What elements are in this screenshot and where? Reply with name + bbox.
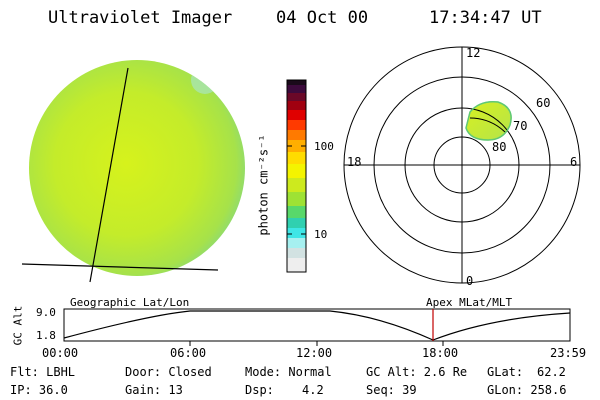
timeline-y-axis-label: GC Alt [11, 305, 25, 346]
timeline-y-tick-bottom: 1.8 [36, 329, 56, 342]
colorbar [286, 79, 307, 273]
mlt-label-12: 12 [466, 46, 481, 60]
x-tick-2359: 23:59 [550, 346, 587, 360]
info-gc-alt: GC Alt: 2.6 Re [366, 365, 468, 379]
colorbar-tick-10: 10 [314, 228, 328, 241]
timeline-plot [63, 308, 571, 346]
polar-plot [343, 46, 581, 284]
x-tick-1200: 12:00 [296, 346, 333, 360]
x-tick-0600: 06:00 [170, 346, 207, 360]
info-filter: Flt: LBHL [10, 365, 76, 379]
longitude-line [89, 67, 129, 283]
info-gain: Gain: 13 [125, 383, 183, 397]
info-seq: Seq: 39 [366, 383, 417, 397]
timeline-left-title: Geographic Lat/Lon [70, 296, 190, 309]
instrument-title: Ultraviolet Imager [48, 8, 233, 28]
header-date: 04 Oct 00 [276, 8, 369, 28]
altitude-curve [63, 310, 571, 341]
colorbar-unit-label: photon cm⁻²s⁻¹ [256, 134, 271, 236]
mlat-label-60: 60 [536, 96, 551, 110]
mlt-label-6: 6 [570, 155, 578, 169]
info-glat-label: GLat: [487, 365, 524, 379]
mlt-label-18: 18 [347, 155, 362, 169]
colorbar-tick-100: 100 [314, 140, 334, 153]
timeline-y-tick-top: 9.0 [36, 306, 56, 319]
earth-disk-image [21, 60, 245, 283]
x-tick-1800: 18:00 [422, 346, 459, 360]
info-dsp-label: Dsp: [245, 383, 274, 397]
timeline-right-title: Apex MLat/MLT [426, 296, 513, 309]
x-tick-0000: 00:00 [42, 346, 79, 360]
info-dsp-value: 4.2 [302, 383, 324, 397]
info-ip: IP: 36.0 [10, 383, 68, 397]
header-time: 17:34:47 UT [429, 8, 542, 28]
mlat-label-80: 80 [492, 140, 507, 154]
info-door: Door: Closed [125, 365, 212, 379]
info-glon: GLon: 258.6 [487, 383, 567, 397]
info-mode: Mode: Normal [245, 365, 332, 379]
mlt-label-0: 0 [466, 274, 474, 288]
mlat-label-70: 70 [513, 119, 528, 133]
info-glat-value: 62.2 [537, 365, 566, 379]
latitude-line [21, 263, 219, 271]
